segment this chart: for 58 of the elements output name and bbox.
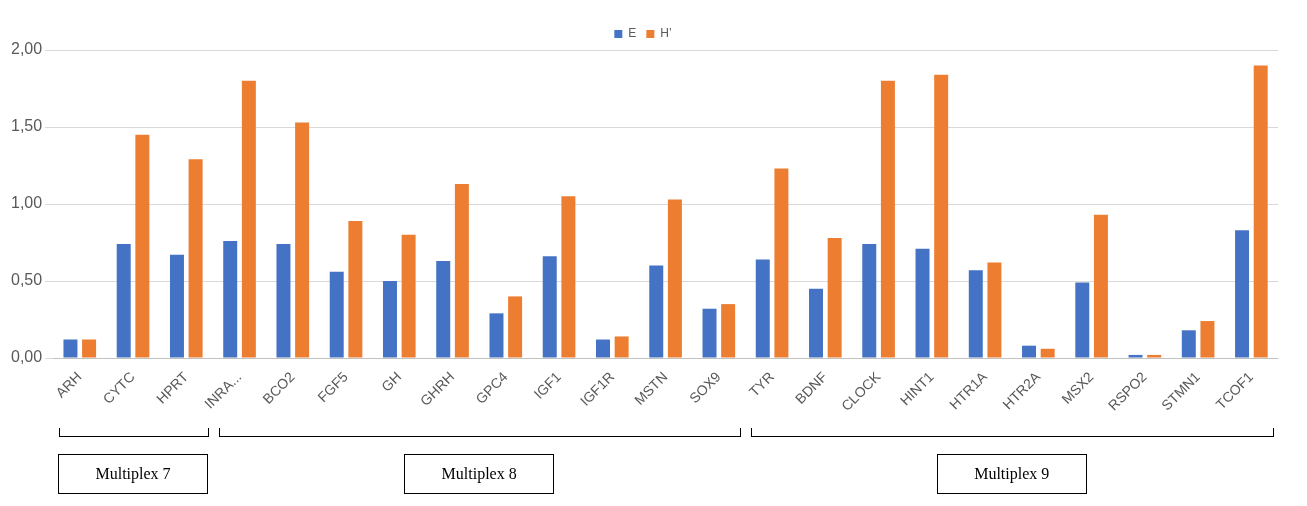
bar [915,248,930,358]
bar [702,308,717,358]
bar [116,244,131,358]
bar [276,244,291,358]
legend-label: H’ [660,26,672,41]
bar [1128,354,1143,358]
legend-label: E [628,26,637,41]
y-tick-label: 1,00 [11,194,43,212]
bar [667,199,682,358]
bar [169,254,184,358]
bar [436,260,451,358]
y-tick-label: 0,00 [11,348,43,366]
bar [755,259,770,358]
bar [489,313,504,358]
bar [827,237,842,358]
bar [1022,345,1037,358]
bar [596,339,610,358]
bar [382,281,397,358]
bar [721,304,736,358]
bar [401,234,416,358]
bar [454,183,469,358]
bar [1075,282,1090,358]
bar [1040,348,1055,358]
bar [241,80,256,358]
bar [223,240,238,358]
y-tick-label: 1,50 [11,117,43,135]
bar [348,220,363,358]
bar [880,80,895,358]
bar [649,265,664,358]
bar [774,168,789,358]
bar [1235,230,1250,358]
bar [188,159,203,358]
bar [329,271,344,358]
text: Multiplex 7 [58,454,209,494]
text: Multiplex 9 [936,454,1087,494]
bar [934,74,949,358]
bar [987,262,1002,358]
bar [135,134,150,358]
bar [1093,214,1108,358]
bar [1200,321,1215,358]
x-tick-label: GH [377,368,405,395]
bar [561,196,576,358]
bar [295,122,310,358]
y-tick-label: 2,00 [11,40,43,58]
bar [862,244,877,358]
y-tick-label: 0,50 [11,271,43,289]
bar [63,339,78,358]
bar [1181,330,1196,358]
bar [542,256,557,358]
bar [968,270,983,358]
text: Multiplex 8 [404,454,555,494]
bar [508,296,523,358]
bar [809,288,824,358]
bar [1147,354,1162,358]
bar [82,339,97,358]
bar [614,336,629,358]
x-tick-label: TYR [745,368,777,400]
bar [1253,65,1268,358]
